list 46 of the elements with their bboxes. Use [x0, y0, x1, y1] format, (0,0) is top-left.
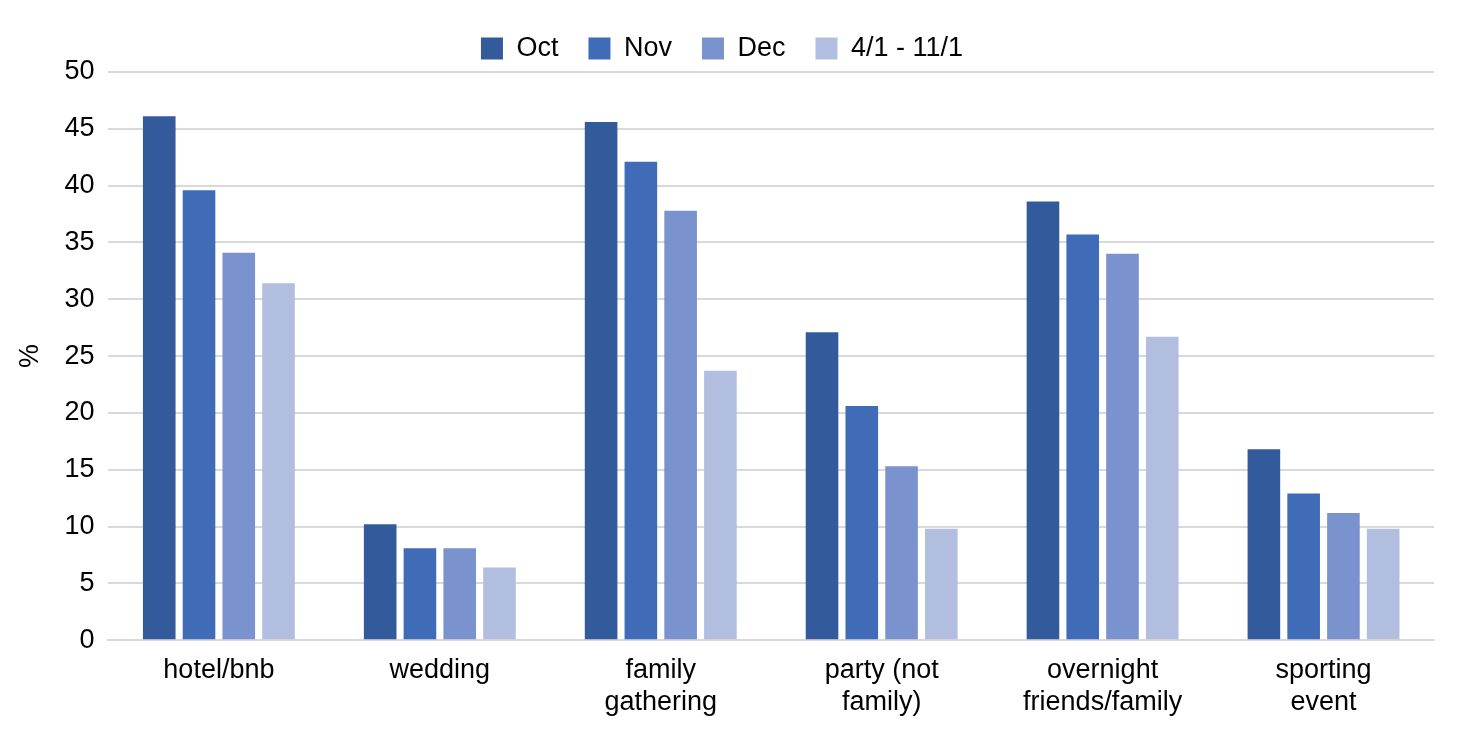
- legend-label: Oct: [516, 31, 559, 62]
- y-tick-label: 20: [64, 396, 95, 427]
- bar: [1106, 253, 1139, 640]
- bar: [262, 283, 295, 640]
- bar: [925, 528, 958, 640]
- bar: [805, 332, 839, 640]
- bar: [363, 524, 397, 640]
- bar: [142, 116, 176, 640]
- bar: [845, 406, 879, 640]
- bar: [584, 122, 618, 640]
- x-tick-label: wedding: [388, 653, 491, 684]
- bar: [222, 252, 256, 640]
- y-axis-title: %: [13, 344, 44, 369]
- bar: [182, 190, 216, 640]
- bar: [483, 567, 516, 640]
- bar: [704, 370, 737, 640]
- x-tick-label: party (not family): [824, 653, 940, 717]
- x-tick-label: family gathering: [604, 653, 718, 717]
- bar: [885, 466, 918, 640]
- legend-label: Nov: [623, 31, 673, 62]
- bar: [1247, 449, 1281, 640]
- x-tick-label: hotel/bnb: [163, 653, 275, 684]
- x-tick-label: sporting event: [1275, 653, 1372, 717]
- y-tick-label: 15: [64, 453, 95, 484]
- y-tick-label: 50: [64, 55, 95, 86]
- bar: [1145, 336, 1179, 640]
- bar: [403, 548, 437, 640]
- y-tick-label: 25: [64, 339, 95, 370]
- bar: [664, 210, 697, 640]
- bar: [1287, 493, 1320, 640]
- bar: [443, 548, 477, 640]
- legend-label: Dec: [737, 31, 786, 62]
- y-tick-label: 40: [64, 169, 95, 200]
- bar: [624, 161, 658, 640]
- x-tick-label: overnight friends/family: [1023, 653, 1183, 717]
- y-tick-label: 35: [64, 225, 95, 256]
- bar: [1366, 528, 1400, 640]
- y-tick-label: 0: [79, 623, 95, 654]
- y-tick-label: 5: [79, 566, 95, 597]
- y-tick-label: 30: [64, 282, 95, 313]
- bar: [1066, 234, 1100, 640]
- y-tick-label: 10: [64, 510, 95, 541]
- legend-label: 4/1 - 11/1: [850, 31, 964, 62]
- bar: [1026, 201, 1060, 640]
- y-tick-label: 45: [64, 112, 95, 143]
- bar: [1327, 512, 1360, 640]
